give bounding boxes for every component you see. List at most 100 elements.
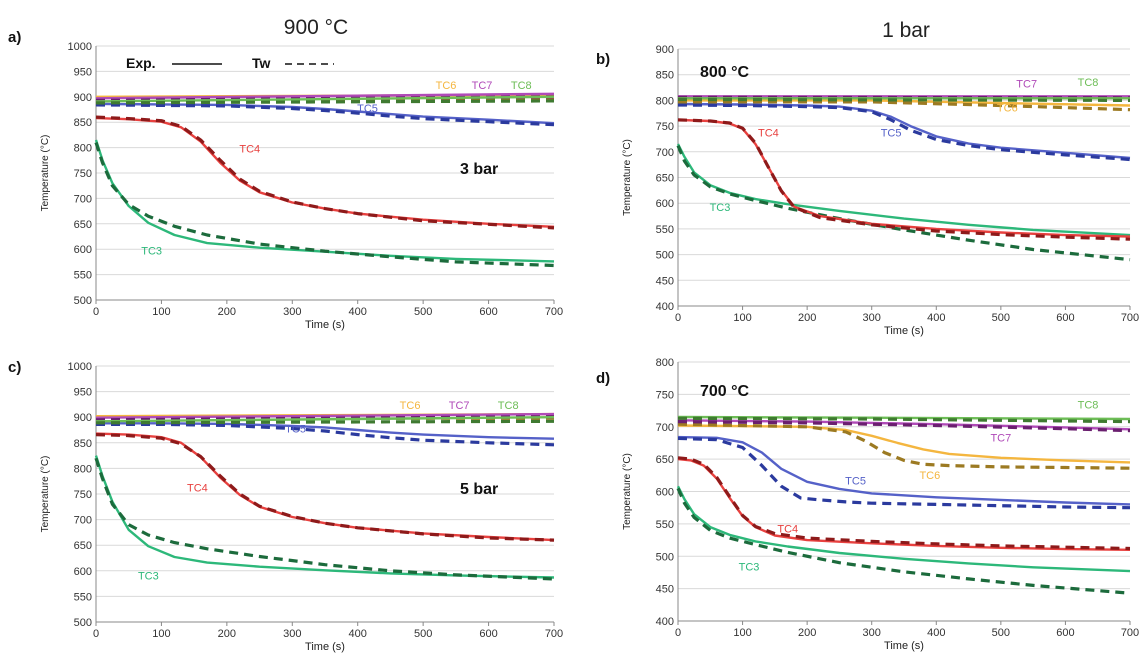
y-tick-label: 750 bbox=[74, 168, 92, 180]
series-label-tc5: TC5 bbox=[285, 424, 306, 436]
y-tick-label: 450 bbox=[656, 275, 674, 287]
series-label-tc3: TC3 bbox=[739, 561, 760, 573]
x-tick-label: 200 bbox=[798, 312, 816, 324]
y-tick-label: 800 bbox=[656, 357, 674, 369]
condition-label: 3 bar bbox=[460, 161, 498, 178]
series-line-tc3-exp bbox=[676, 485, 1131, 573]
x-tick-label: 700 bbox=[1121, 312, 1139, 324]
x-tick-label: 300 bbox=[863, 627, 881, 639]
x-axis-label: Time (s) bbox=[305, 641, 345, 653]
y-tick-label: 1000 bbox=[68, 361, 92, 373]
x-tick-label: 0 bbox=[675, 627, 681, 639]
series-line-tc8-tw bbox=[677, 97, 1131, 102]
series-label-tc8: TC8 bbox=[1078, 77, 1099, 89]
y-tick-label: 750 bbox=[656, 121, 674, 133]
x-tick-label: 600 bbox=[479, 628, 497, 640]
x-tick-label: 500 bbox=[992, 627, 1010, 639]
x-tick-label: 500 bbox=[414, 628, 432, 640]
series-label-tc4: TC4 bbox=[187, 482, 208, 494]
y-tick-label: 500 bbox=[656, 551, 674, 563]
y-tick-label: 450 bbox=[656, 584, 674, 596]
x-axis-label: Time (s) bbox=[884, 640, 924, 652]
y-tick-label: 900 bbox=[74, 92, 92, 104]
x-tick-label: 500 bbox=[992, 312, 1010, 324]
x-tick-label: 300 bbox=[283, 306, 301, 318]
series-line-tc8-tw bbox=[677, 416, 1131, 424]
condition-label: 700 °C bbox=[700, 383, 750, 400]
series-line-tc5-exp bbox=[677, 102, 1131, 160]
series-label-tc5: TC5 bbox=[357, 103, 378, 115]
x-axis-label: Time (s) bbox=[884, 325, 924, 337]
y-tick-label: 1000 bbox=[68, 41, 92, 53]
y-tick-label: 650 bbox=[656, 454, 674, 466]
series-label-tc4: TC4 bbox=[758, 127, 779, 139]
y-tick-label: 500 bbox=[656, 250, 674, 262]
series-label-tc8: TC8 bbox=[498, 400, 519, 412]
series-line-tc5-tw bbox=[96, 422, 555, 447]
y-tick-label: 400 bbox=[656, 301, 674, 313]
y-axis-label: Temperature (°C) bbox=[622, 139, 633, 216]
y-tick-label: 900 bbox=[656, 44, 674, 56]
chart-panel-2: b) 400 450 500 550 600 650 700 750 800 850 900 0 100 2… bbox=[596, 44, 1139, 337]
y-tick-label: 650 bbox=[74, 219, 92, 231]
x-tick-label: 400 bbox=[927, 627, 945, 639]
y-tick-label: 950 bbox=[74, 387, 92, 399]
panel-tag: c) bbox=[8, 359, 21, 376]
y-tick-label: 600 bbox=[656, 198, 674, 210]
series-label-tc5: TC5 bbox=[881, 127, 902, 139]
x-tick-label: 200 bbox=[218, 306, 236, 318]
x-tick-label: 600 bbox=[1056, 312, 1074, 324]
y-tick-label: 500 bbox=[74, 295, 92, 307]
series-line-tc6-tw bbox=[678, 100, 1131, 112]
series-line-tc8-tw bbox=[95, 99, 555, 105]
series-line-tc7-exp bbox=[95, 412, 555, 419]
x-tick-label: 300 bbox=[863, 312, 881, 324]
series-line-tc7-exp bbox=[95, 92, 555, 100]
y-tick-label: 650 bbox=[656, 173, 674, 185]
y-tick-label: 750 bbox=[656, 389, 674, 401]
panel-tag: d) bbox=[596, 370, 610, 387]
series-label-tc3: TC3 bbox=[710, 202, 731, 214]
y-tick-label: 950 bbox=[74, 66, 92, 78]
x-tick-label: 0 bbox=[675, 312, 681, 324]
line-style-legend: Exp. Tw bbox=[126, 55, 334, 71]
series-line-tc3-exp bbox=[94, 139, 555, 263]
series-line-tc4-tw bbox=[95, 115, 555, 230]
x-tick-label: 700 bbox=[1121, 627, 1139, 639]
x-tick-label: 500 bbox=[414, 306, 432, 318]
x-tick-label: 400 bbox=[927, 312, 945, 324]
y-tick-label: 800 bbox=[656, 95, 674, 107]
series-line-tc5-tw bbox=[95, 103, 555, 127]
column-header-right: 1 bar bbox=[882, 19, 930, 42]
x-tick-label: 100 bbox=[152, 306, 170, 318]
legend-tw-label: Tw bbox=[252, 55, 271, 71]
series-line-tc3-tw bbox=[94, 457, 555, 581]
x-axis-label: Time (s) bbox=[305, 319, 345, 331]
y-tick-label: 550 bbox=[74, 591, 92, 603]
series-line-tc7-tw bbox=[677, 420, 1131, 433]
series-line-tc8-exp bbox=[95, 416, 555, 423]
x-tick-label: 600 bbox=[479, 306, 497, 318]
panel-tag: a) bbox=[8, 29, 21, 46]
y-tick-label: 600 bbox=[74, 244, 92, 256]
x-tick-label: 300 bbox=[283, 628, 301, 640]
series-line-tc6-exp bbox=[677, 424, 1131, 464]
y-axis-label: Temperature (°C) bbox=[40, 456, 51, 533]
chart-panel-4: d) 400 450 500 550 600 650 700 750 800 0 100 200 300 4… bbox=[596, 357, 1139, 652]
series-line-tc3-tw bbox=[676, 144, 1131, 262]
series-line-tc5-tw bbox=[677, 436, 1131, 510]
series-line-tc3-exp bbox=[94, 455, 555, 579]
y-tick-label: 600 bbox=[656, 487, 674, 499]
x-tick-label: 200 bbox=[218, 628, 236, 640]
series-label-tc4: TC4 bbox=[239, 144, 260, 156]
x-tick-label: 400 bbox=[349, 628, 367, 640]
y-tick-label: 850 bbox=[74, 438, 92, 450]
y-tick-label: 800 bbox=[74, 463, 92, 475]
chart-panel-3: c) 500 550 600 650 700 750 800 850 900 950 1000 0 100… bbox=[8, 359, 563, 653]
y-tick-label: 700 bbox=[656, 422, 674, 434]
series-line-tc6-tw bbox=[677, 422, 1131, 470]
y-tick-label: 850 bbox=[656, 70, 674, 82]
series-line-tc4-tw bbox=[677, 118, 1131, 241]
x-tick-label: 100 bbox=[733, 627, 751, 639]
